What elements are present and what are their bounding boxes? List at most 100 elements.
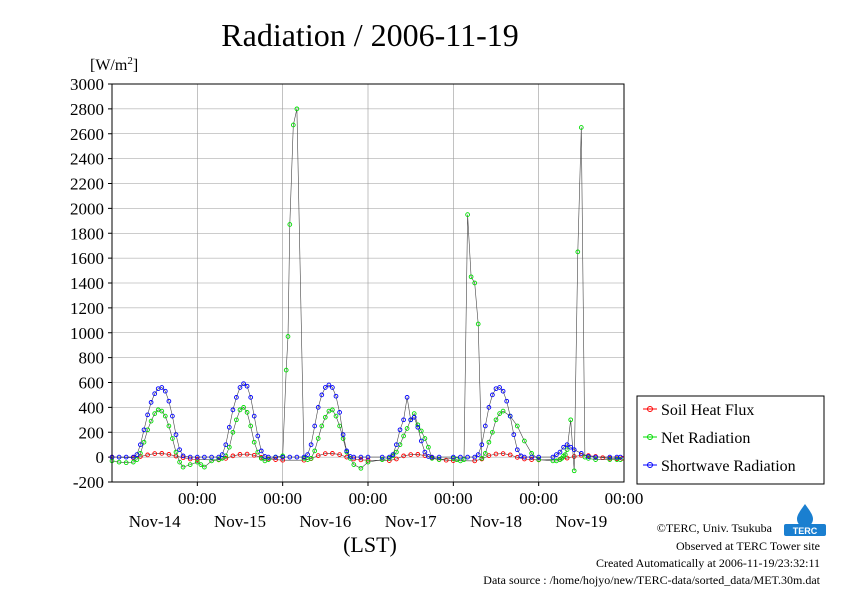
data-point: [219, 452, 225, 457]
data-point: [244, 410, 250, 415]
data-point: [173, 449, 179, 455]
grid-lines: [108, 83, 624, 486]
data-point: [187, 462, 193, 467]
data-point: [475, 452, 481, 457]
data-point: [401, 453, 406, 459]
data-point: [593, 454, 598, 460]
data-point: [194, 454, 200, 460]
plot-frame: [111, 83, 625, 483]
data-point: [333, 393, 339, 399]
legend: Soil Heat Flux Net Radiation Shortwave Rad…: [636, 395, 825, 485]
data-point: [562, 452, 568, 457]
data-point: [326, 382, 332, 388]
data-point: [418, 428, 424, 434]
data-point: [209, 454, 214, 460]
data-point: [312, 448, 318, 454]
data-point: [557, 449, 563, 455]
data-point: [159, 385, 165, 390]
data-point: [315, 436, 321, 441]
y-tick-label: 800: [79, 349, 105, 368]
y-tick-label: 3000: [70, 75, 104, 94]
y-tick-label: 600: [79, 374, 105, 393]
data-point: [237, 407, 243, 413]
data-point: [226, 424, 232, 430]
data-point: [273, 454, 278, 460]
data-point: [152, 391, 158, 397]
data-point: [305, 452, 310, 457]
data-point: [322, 414, 328, 420]
x-tick-labels: 00:00 00:00 00:00 00:00 00:00 00:00 Nov-14 Nov-…: [129, 489, 644, 531]
data-point: [244, 451, 250, 457]
data-point: [280, 457, 286, 463]
data-point: [411, 414, 417, 420]
data-point: [397, 427, 403, 433]
data-point: [450, 454, 456, 460]
data-point: [561, 444, 566, 450]
y-tick-label: 400: [79, 398, 105, 417]
data-point: [490, 429, 495, 435]
legend-marker: [647, 434, 653, 440]
data-point: [130, 454, 136, 460]
data-point: [607, 454, 613, 460]
chart-title: Radiation / 2006-11-19: [221, 17, 518, 53]
data-point: [330, 407, 335, 413]
legend-label: Shortwave Radiation: [661, 458, 796, 475]
data-point: [319, 423, 325, 429]
data-point: [443, 457, 449, 463]
data-point: [315, 453, 321, 458]
date-label: Nov-17: [385, 512, 437, 531]
data-point: [194, 459, 200, 465]
data-point: [251, 413, 257, 419]
y-tick-labels: 3000280026002400220020001800160014001200…: [70, 75, 104, 492]
data-point: [486, 439, 492, 445]
data-point: [418, 438, 424, 444]
data-point: [571, 447, 577, 453]
data-point: [461, 457, 467, 462]
data-point: [586, 454, 591, 459]
data-point: [607, 457, 613, 462]
data-point: [497, 411, 502, 416]
data-point: [237, 385, 243, 390]
data-point: [130, 459, 136, 465]
data-point: [123, 460, 129, 466]
data-point: [394, 449, 399, 455]
data-point: [564, 442, 570, 448]
data-point: [422, 436, 428, 441]
data-point: [618, 454, 623, 460]
data-point: [251, 439, 257, 445]
x-tick-label: 00:00: [434, 489, 473, 508]
data-point: [138, 442, 143, 448]
data-point: [415, 424, 421, 430]
data-point: [162, 413, 168, 419]
data-point: [134, 457, 140, 462]
data-point: [344, 448, 350, 454]
data-point: [386, 454, 392, 460]
data-point: [330, 451, 335, 456]
data-point: [322, 385, 328, 390]
y-axis-unit-base: [W/m: [90, 57, 128, 74]
data-point: [571, 468, 577, 474]
y-tick-label: 1600: [70, 249, 104, 268]
x-tick-label: 00:00: [349, 489, 388, 508]
data-point: [486, 453, 492, 458]
data-point: [422, 449, 428, 455]
data-point: [486, 405, 492, 410]
data-point: [564, 455, 570, 461]
data-point: [116, 454, 122, 460]
data-point: [358, 454, 364, 460]
date-label: Nov-16: [299, 512, 351, 531]
data-point: [475, 321, 481, 327]
data-point: [500, 408, 506, 414]
data-point: [202, 464, 207, 470]
data-point: [177, 447, 182, 453]
data-point: [173, 432, 179, 438]
data-point: [241, 405, 246, 410]
data-point: [241, 381, 246, 387]
data-point: [266, 457, 271, 462]
data-point: [493, 451, 499, 457]
series-line: [112, 383, 621, 458]
data-point: [379, 454, 385, 460]
data-point: [251, 452, 257, 458]
data-point: [170, 436, 175, 441]
data-point: [401, 433, 406, 439]
